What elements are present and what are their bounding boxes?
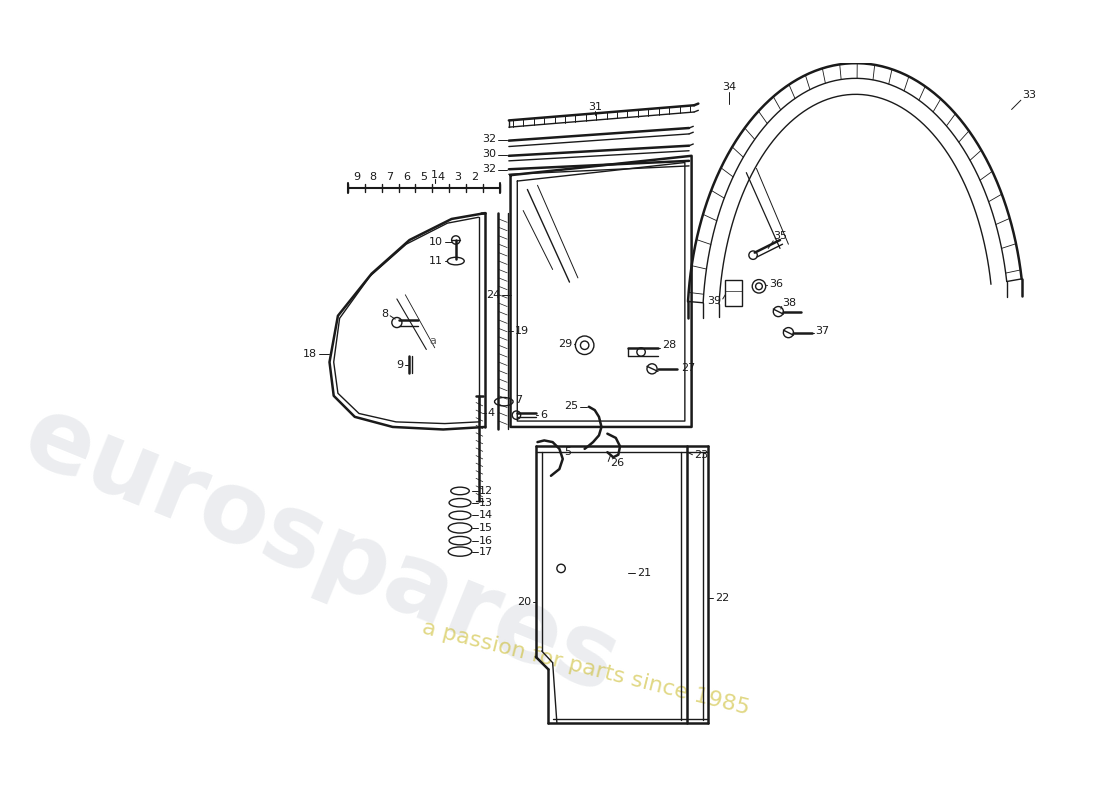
Text: 19: 19 bbox=[515, 326, 529, 336]
Text: 22: 22 bbox=[715, 593, 729, 603]
Text: 18: 18 bbox=[302, 349, 317, 358]
Text: eurospares: eurospares bbox=[10, 388, 632, 715]
Text: 39: 39 bbox=[707, 296, 722, 306]
Text: 33: 33 bbox=[1023, 90, 1036, 100]
Text: 31: 31 bbox=[587, 102, 602, 112]
Text: 32: 32 bbox=[482, 134, 496, 144]
Text: 21: 21 bbox=[637, 568, 651, 578]
Text: 34: 34 bbox=[723, 82, 737, 92]
Text: 11: 11 bbox=[429, 256, 443, 266]
Text: 14: 14 bbox=[478, 510, 493, 520]
Text: 37: 37 bbox=[815, 326, 829, 336]
Text: 10: 10 bbox=[429, 237, 443, 246]
Text: 7: 7 bbox=[386, 172, 394, 182]
Text: 23: 23 bbox=[694, 450, 708, 460]
Text: 9: 9 bbox=[396, 360, 404, 370]
Text: 26: 26 bbox=[609, 458, 624, 468]
Text: 27: 27 bbox=[681, 363, 695, 373]
Text: 8: 8 bbox=[370, 172, 377, 182]
Text: 1: 1 bbox=[431, 170, 438, 180]
Text: 6: 6 bbox=[404, 172, 410, 182]
Text: a: a bbox=[430, 336, 437, 346]
Text: 4: 4 bbox=[487, 408, 495, 418]
Text: 13: 13 bbox=[478, 498, 493, 508]
Text: 36: 36 bbox=[769, 278, 783, 289]
Text: 5: 5 bbox=[420, 172, 427, 182]
Text: 32: 32 bbox=[482, 164, 496, 174]
Text: 24: 24 bbox=[486, 290, 500, 300]
Text: 5: 5 bbox=[564, 447, 571, 458]
Text: 4: 4 bbox=[437, 172, 444, 182]
Text: 9: 9 bbox=[353, 172, 360, 182]
Text: 35: 35 bbox=[773, 230, 788, 241]
Text: 30: 30 bbox=[482, 149, 496, 159]
Text: 8: 8 bbox=[382, 309, 388, 319]
Text: 12: 12 bbox=[478, 486, 493, 496]
Text: 6: 6 bbox=[540, 410, 547, 420]
Text: 29: 29 bbox=[558, 338, 572, 349]
Text: 17: 17 bbox=[478, 546, 493, 557]
Text: 25: 25 bbox=[564, 401, 578, 411]
Text: 3: 3 bbox=[454, 172, 461, 182]
Text: 16: 16 bbox=[478, 536, 493, 546]
Text: 2: 2 bbox=[471, 172, 477, 182]
Text: 28: 28 bbox=[662, 340, 676, 350]
Text: 20: 20 bbox=[517, 597, 531, 607]
Text: 7: 7 bbox=[515, 395, 521, 405]
Text: 15: 15 bbox=[478, 523, 493, 533]
Text: a passion for parts since 1985: a passion for parts since 1985 bbox=[420, 618, 752, 718]
Text: 38: 38 bbox=[782, 298, 796, 308]
